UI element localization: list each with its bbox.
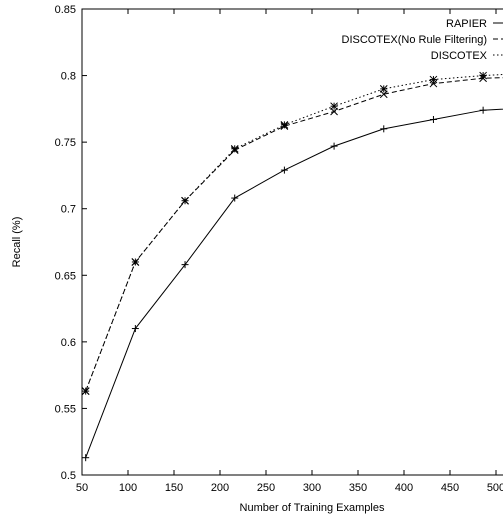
data-point: [181, 196, 189, 205]
x-tick-label: 50: [76, 482, 88, 494]
axis-ticks: 501001502002503003504004505005500.50.550…: [55, 4, 503, 494]
y-tick-label: 0.8: [61, 71, 76, 83]
data-point-stroke: [81, 387, 90, 395]
legend-entry: RAPIER: [446, 18, 503, 30]
y-tick-label: 0.6: [61, 337, 76, 349]
data-point: [479, 71, 487, 80]
legend-label: DISCOTEX: [431, 50, 488, 62]
y-tick-label: 0.75: [55, 137, 76, 149]
x-axis-title: Number of Training Examples: [240, 502, 385, 514]
series-line: [85, 77, 503, 392]
data-point-stroke: [479, 71, 487, 80]
x-tick-label: 200: [211, 482, 229, 494]
data-point: [380, 125, 388, 133]
data-point: [230, 144, 239, 153]
data-point-stroke: [230, 144, 239, 153]
legend-label: RAPIER: [446, 18, 487, 30]
data-point: [379, 85, 388, 93]
data-point: [330, 102, 338, 111]
series-3: [81, 71, 503, 395]
x-tick-label: 450: [441, 482, 459, 494]
y-tick-label: 0.65: [55, 270, 76, 282]
legend-label: DISCOTEX(No Rule Filtering): [342, 34, 487, 46]
x-tick-label: 100: [119, 482, 137, 494]
series-line: [85, 74, 503, 392]
plot-frame: [81, 8, 503, 476]
legend: RAPIER DISCOTEX(No Rule Filtering) DISCOTE…: [342, 18, 503, 62]
series-1: [82, 106, 503, 462]
data-point: [131, 325, 139, 333]
data-point: [429, 116, 437, 124]
y-axis-title: Recall (%): [11, 217, 23, 268]
data-point-stroke: [330, 102, 338, 111]
x-tick-label: 250: [257, 482, 275, 494]
y-tick-label: 0.85: [55, 4, 76, 16]
data-point-stroke: [429, 75, 438, 84]
data-point-stroke: [280, 120, 289, 129]
legend-entry: DISCOTEX: [431, 50, 503, 62]
data-point: [181, 261, 189, 269]
x-tick-label: 300: [303, 482, 321, 494]
legend-entry: DISCOTEX(No Rule Filtering): [342, 34, 503, 46]
data-point: [81, 387, 90, 395]
x-tick-label: 400: [395, 482, 413, 494]
data-point: [429, 75, 438, 84]
y-tick-label: 0.5: [61, 470, 76, 482]
y-tick-label: 0.7: [61, 204, 76, 216]
x-tick-label: 150: [165, 482, 183, 494]
series-line: [85, 108, 503, 458]
data-point: [231, 194, 239, 202]
series-layer: [81, 71, 503, 462]
x-tick-label: 350: [349, 482, 367, 494]
data-point: [280, 120, 289, 129]
data-point: [131, 258, 140, 266]
data-point-stroke: [131, 258, 140, 266]
data-point: [479, 106, 487, 114]
data-point-stroke: [379, 85, 388, 93]
data-point-stroke: [181, 196, 189, 205]
data-point: [82, 454, 90, 462]
x-tick-label: 500: [487, 482, 503, 494]
data-point: [330, 142, 338, 150]
y-tick-label: 0.55: [55, 403, 76, 415]
data-point: [280, 166, 288, 174]
